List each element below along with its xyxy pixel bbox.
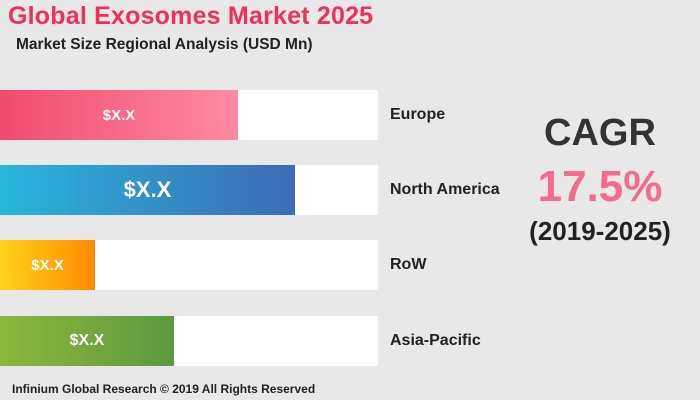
category-label: Asia-Pacific <box>390 332 481 349</box>
copyright-footer: Infinium Global Research © 2019 All Righ… <box>12 382 316 396</box>
bar-north-america: $X.X <box>0 165 295 215</box>
bar-value-label: $X.X <box>102 106 136 124</box>
bar-asia-pacific: $X.X <box>0 316 174 366</box>
bar-row: $X.X <box>0 240 95 290</box>
bar-europe: $X.X <box>0 90 238 140</box>
bar-track: $X.X <box>0 316 378 366</box>
chart-subtitle: Market Size Regional Analysis (USD Mn) <box>16 36 313 53</box>
category-label: RoW <box>390 256 427 273</box>
chart-title: Global Exosomes Market 2025 <box>8 2 374 30</box>
cagr-heading: CAGR <box>544 112 656 154</box>
cagr-period: (2019-2025) <box>529 216 671 246</box>
cagr-value: 17.5% <box>537 162 663 211</box>
bar-value-label: $X.X <box>123 177 172 202</box>
category-label: North America <box>390 181 500 198</box>
bar-track: $X.X <box>0 240 378 290</box>
bar-value-label: $X.X <box>69 332 105 349</box>
bar-value-label: $X.X <box>31 256 64 274</box>
bar-track: $X.X <box>0 165 378 215</box>
bar-track: $X.X <box>0 90 378 140</box>
category-label: Europe <box>390 106 446 123</box>
